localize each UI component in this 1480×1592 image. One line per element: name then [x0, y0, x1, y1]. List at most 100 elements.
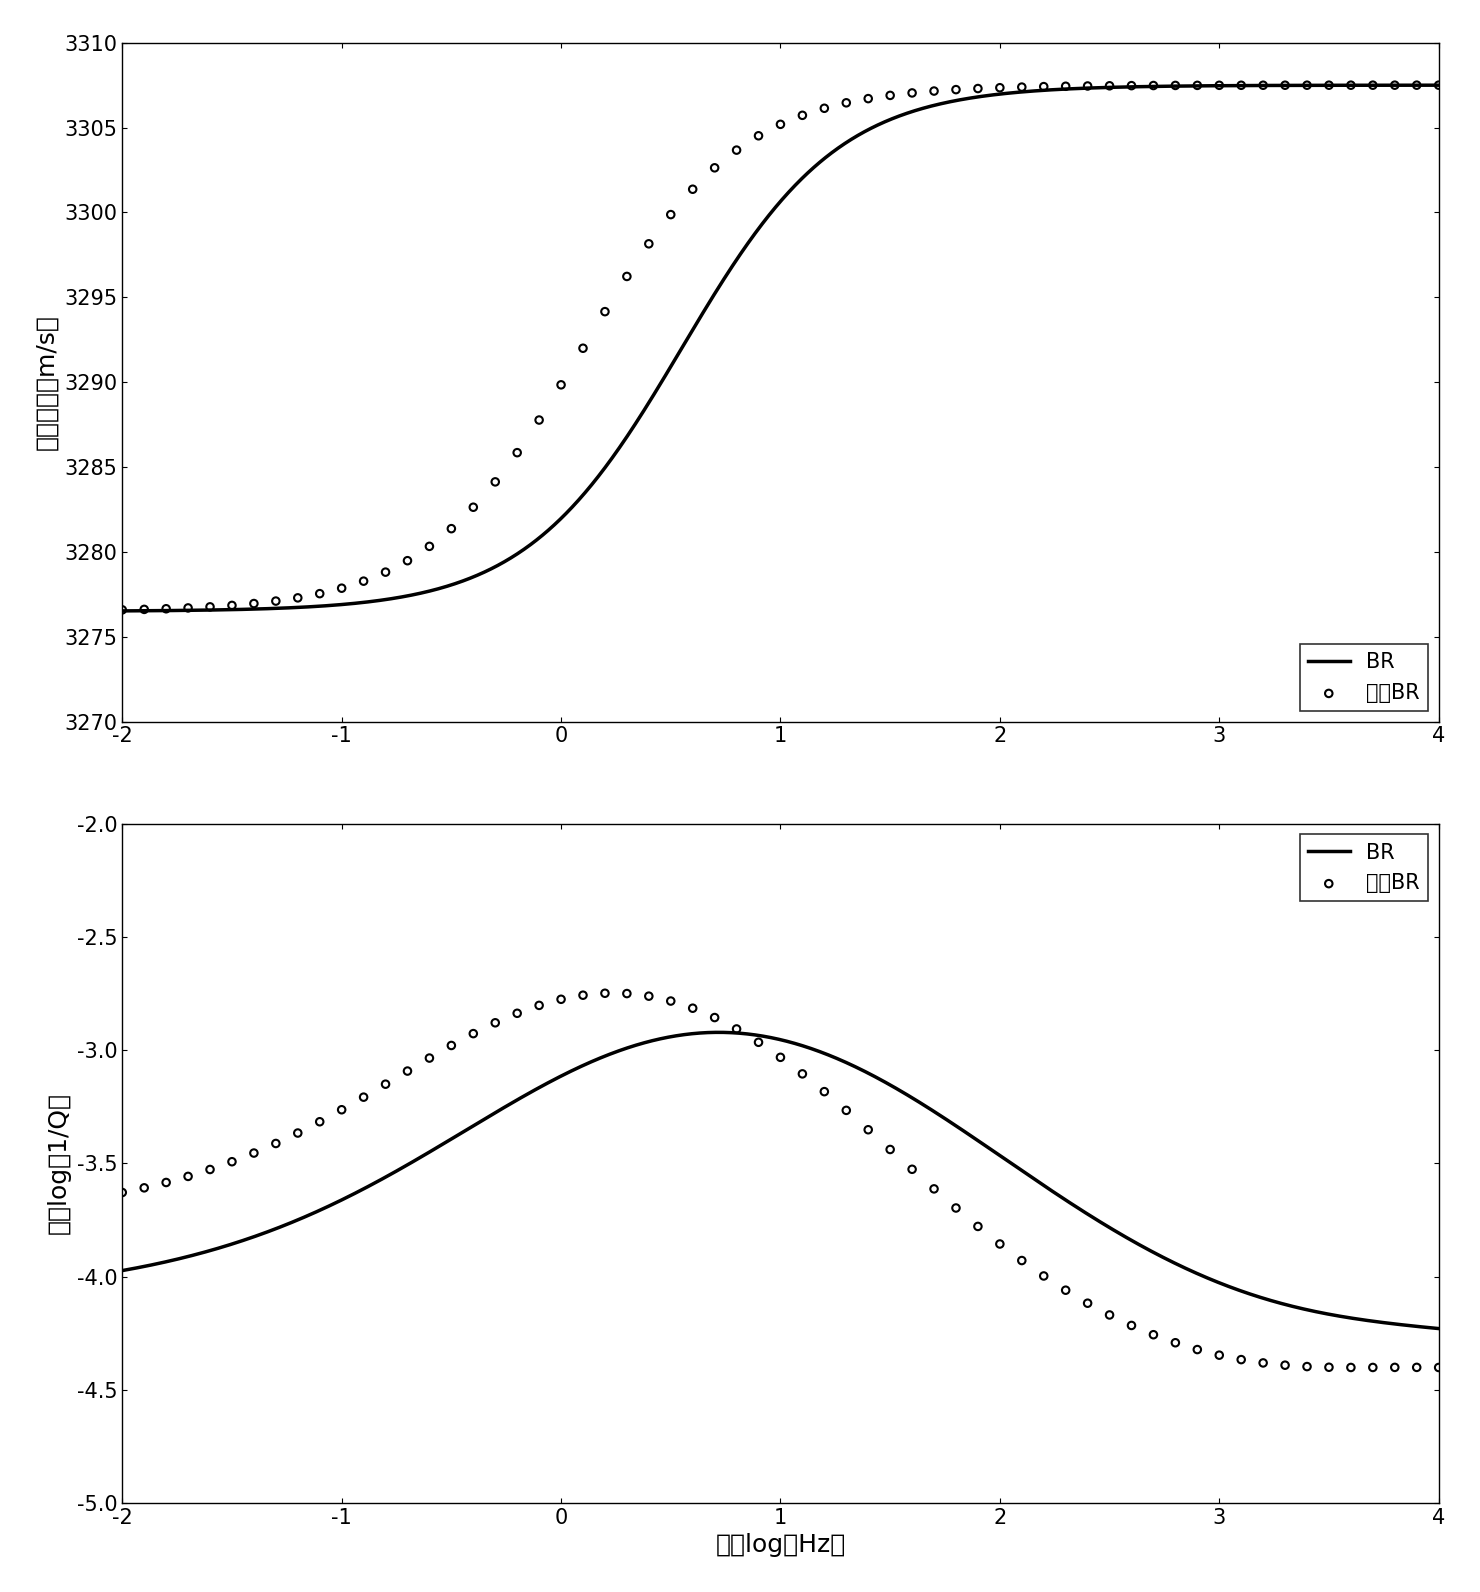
改进BR	[768, 111, 792, 137]
BR	[1150, 76, 1168, 96]
改进BR	[1098, 73, 1122, 99]
改进BR	[1362, 73, 1385, 99]
改进BR	[593, 981, 617, 1006]
改进BR	[571, 982, 595, 1008]
BR	[1391, 76, 1409, 96]
改进BR	[221, 592, 244, 618]
改进BR	[1208, 73, 1231, 99]
改进BR	[505, 439, 528, 465]
改进BR	[747, 123, 771, 148]
改进BR	[636, 231, 660, 256]
改进BR	[1382, 1355, 1406, 1380]
BR	[114, 1261, 132, 1280]
改进BR	[1273, 73, 1296, 99]
BR	[181, 1247, 198, 1266]
改进BR	[636, 984, 660, 1009]
改进BR	[417, 1046, 441, 1071]
改进BR	[616, 981, 639, 1006]
Line: BR: BR	[123, 1032, 1439, 1329]
改进BR	[1076, 73, 1100, 99]
改进BR	[857, 1118, 881, 1143]
改进BR	[878, 1137, 901, 1162]
改进BR	[198, 594, 222, 619]
改进BR	[1032, 73, 1055, 99]
改进BR	[1120, 73, 1144, 99]
BR	[755, 1027, 773, 1046]
改进BR	[1273, 1353, 1296, 1379]
BR	[719, 264, 737, 283]
BR	[1150, 1247, 1168, 1266]
改进BR	[813, 96, 836, 121]
改进BR	[725, 1016, 749, 1041]
改进BR	[1382, 72, 1406, 97]
改进BR	[835, 1097, 858, 1122]
改进BR	[440, 1033, 463, 1059]
改进BR	[1098, 1302, 1122, 1328]
改进BR	[616, 264, 639, 290]
改进BR	[790, 102, 814, 127]
改进BR	[221, 1149, 244, 1175]
改进BR	[1230, 1347, 1254, 1372]
改进BR	[681, 995, 704, 1020]
改进BR	[790, 1062, 814, 1087]
改进BR	[1185, 73, 1209, 99]
改进BR	[681, 177, 704, 202]
Y-axis label: 纵波速度（m/s）: 纵波速度（m/s）	[34, 314, 59, 451]
改进BR	[132, 597, 155, 622]
BR	[1391, 1315, 1409, 1334]
改进BR	[132, 1175, 155, 1200]
改进BR	[527, 408, 551, 433]
改进BR	[725, 137, 749, 162]
改进BR	[330, 1097, 354, 1122]
改进BR	[1427, 72, 1450, 97]
改进BR	[966, 1213, 990, 1239]
改进BR	[1009, 1248, 1033, 1274]
改进BR	[900, 80, 924, 105]
改进BR	[243, 591, 266, 616]
改进BR	[1339, 73, 1363, 99]
改进BR	[1317, 1355, 1341, 1380]
改进BR	[352, 1084, 376, 1110]
改进BR	[1009, 75, 1033, 100]
改进BR	[176, 1164, 200, 1189]
改进BR	[1295, 73, 1319, 99]
改进BR	[1362, 1355, 1385, 1380]
改进BR	[417, 533, 441, 559]
改进BR	[835, 91, 858, 116]
改进BR	[1185, 1337, 1209, 1363]
改进BR	[527, 993, 551, 1019]
改进BR	[1339, 1355, 1363, 1380]
改进BR	[440, 516, 463, 541]
改进BR	[549, 987, 573, 1013]
改进BR	[154, 1170, 178, 1196]
改进BR	[747, 1030, 771, 1055]
改进BR	[462, 1020, 485, 1046]
改进BR	[1427, 1355, 1450, 1380]
改进BR	[571, 336, 595, 361]
BR	[1430, 1320, 1447, 1339]
改进BR	[111, 1180, 135, 1205]
改进BR	[1251, 1350, 1274, 1375]
改进BR	[176, 595, 200, 621]
改进BR	[593, 299, 617, 325]
BR	[719, 1024, 737, 1043]
改进BR	[1120, 1313, 1144, 1339]
改进BR	[1405, 1355, 1428, 1380]
改进BR	[484, 470, 508, 495]
改进BR	[395, 1059, 419, 1084]
改进BR	[878, 83, 901, 108]
改进BR	[857, 86, 881, 111]
改进BR	[944, 76, 968, 102]
改进BR	[462, 495, 485, 521]
改进BR	[659, 989, 682, 1014]
改进BR	[263, 589, 287, 615]
改进BR	[1295, 1353, 1319, 1379]
改进BR	[286, 586, 309, 611]
Legend: BR, 改进BR: BR, 改进BR	[1299, 834, 1428, 901]
改进BR	[813, 1079, 836, 1105]
改进BR	[484, 1009, 508, 1035]
改进BR	[989, 75, 1012, 100]
改进BR	[1317, 73, 1341, 99]
改进BR	[308, 1110, 332, 1135]
改进BR	[111, 597, 135, 622]
